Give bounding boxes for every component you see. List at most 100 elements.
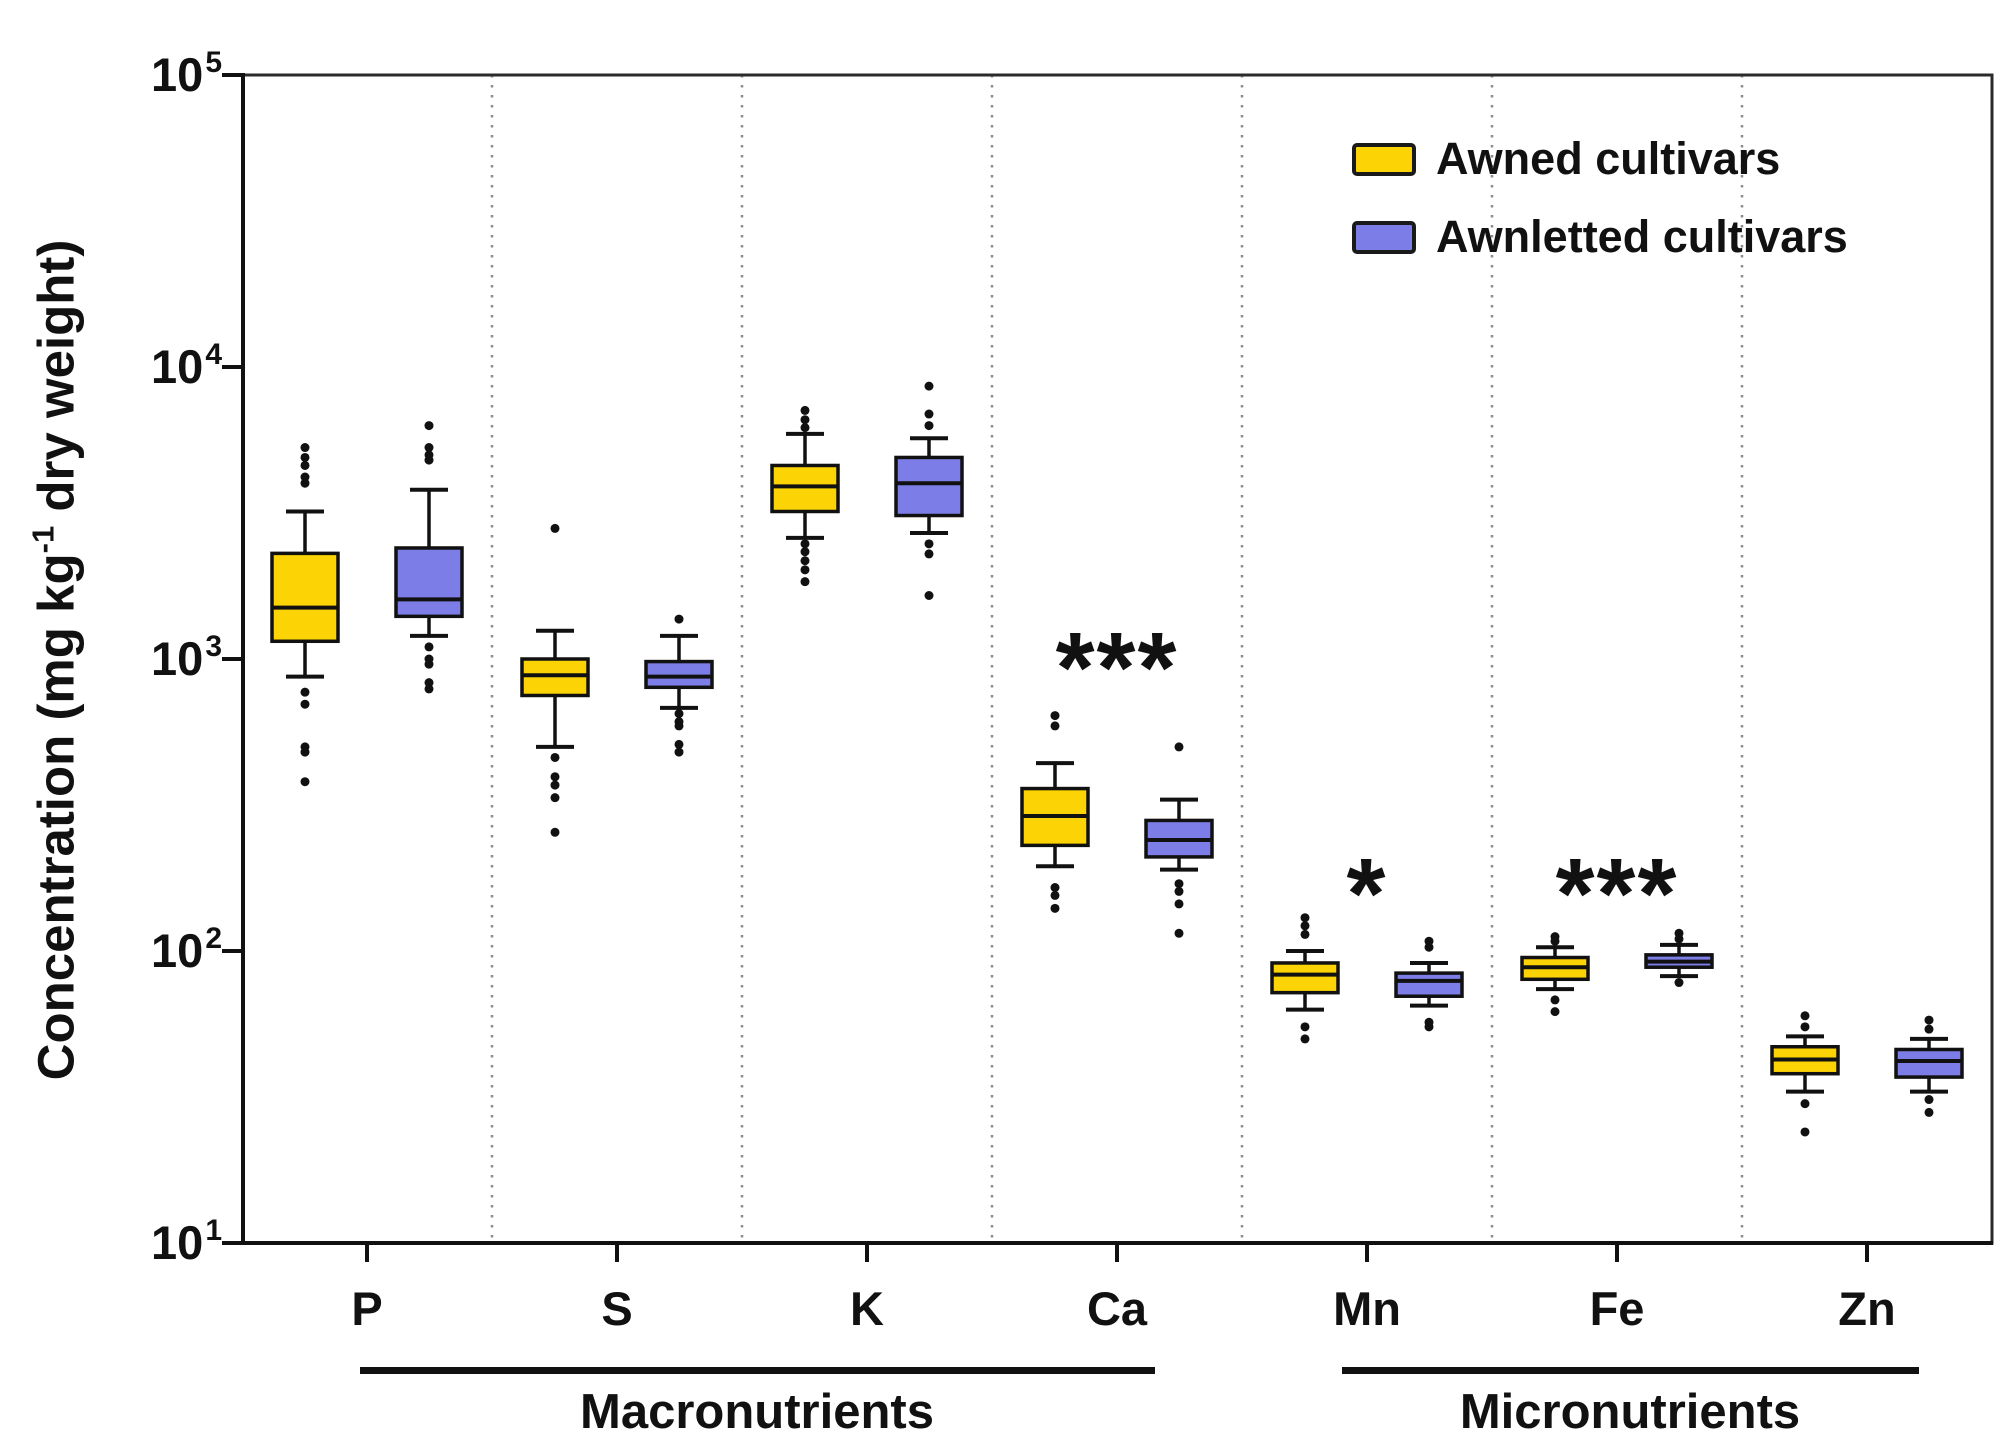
outlier-dot <box>424 443 434 453</box>
outlier-dot <box>300 699 310 709</box>
box-group-awnletted-P <box>394 421 464 694</box>
outlier-dot <box>550 780 560 790</box>
legend-row-awnletted: Awnletted cultivars <box>1352 213 1848 261</box>
outlier-dot <box>300 747 310 757</box>
x-tick-label-S: S <box>601 1282 633 1335</box>
y-tick-label-10e4: 104 <box>151 338 222 393</box>
x-tick-label-K: K <box>850 1282 884 1335</box>
iqr-box <box>1270 961 1340 995</box>
box-group-awnletted-Zn <box>1894 1015 1964 1117</box>
x-tick-label-Zn: Zn <box>1838 1282 1896 1335</box>
outlier-dot <box>300 687 310 697</box>
outlier-dot <box>1924 1095 1934 1105</box>
outlier-dot <box>1550 1007 1560 1017</box>
outlier-dot <box>1174 742 1184 752</box>
outlier-dot <box>674 709 684 719</box>
outlier-dot <box>1924 1107 1934 1117</box>
x-tick-label-Ca: Ca <box>1086 1282 1148 1335</box>
outlier-dot <box>1924 1024 1934 1034</box>
box-group-awned-Zn <box>1770 1011 1840 1137</box>
outlier-dot <box>1050 721 1060 731</box>
outlier-dot <box>1800 1099 1810 1109</box>
box-group-awned-S <box>520 523 590 837</box>
outlier-dot <box>1174 886 1184 896</box>
outlier-dot <box>800 423 810 433</box>
outlier-dot <box>1050 903 1060 913</box>
outlier-dot <box>1050 882 1060 892</box>
box-group-awnletted-Fe <box>1644 928 1714 988</box>
x-tick-label-Mn: Mn <box>1333 1282 1401 1335</box>
outlier-dot <box>800 547 810 557</box>
outlier-dot <box>550 752 560 762</box>
outlier-dot <box>1174 899 1184 909</box>
macronutrients-underline <box>360 1367 1155 1374</box>
box-group-awned-Mn <box>1270 913 1340 1044</box>
significance-Ca: *** <box>1055 611 1179 724</box>
box-group-awned-Ca <box>1020 711 1090 913</box>
outlier-dot <box>300 478 310 488</box>
outlier-dot <box>674 739 684 749</box>
outlier-dot <box>800 415 810 425</box>
outlier-dot <box>800 577 810 587</box>
section-label-micronutrients: Micronutrients <box>1459 1385 1801 1439</box>
iqr-box <box>894 455 964 518</box>
outlier-dot <box>1300 1034 1310 1044</box>
iqr-box <box>270 551 340 644</box>
outlier-dot <box>1550 936 1560 946</box>
outlier-dot <box>924 549 934 559</box>
outlier-dot <box>300 443 310 453</box>
outlier-dot <box>424 678 434 688</box>
y-tick-label-10e1: 101 <box>151 1214 222 1269</box>
box-group-awned-P <box>270 443 340 787</box>
legend-row-awned: Awned cultivars <box>1352 135 1780 183</box>
y-tick-label-10e2: 102 <box>151 922 222 977</box>
outlier-dot <box>924 590 934 600</box>
x-tick-label-P: P <box>351 1282 383 1335</box>
iqr-box <box>394 546 464 619</box>
iqr-box <box>644 659 714 690</box>
legend-label-awnletted: Awnletted cultivars <box>1436 211 1848 262</box>
outlier-dot <box>800 539 810 549</box>
outlier-dot <box>1300 929 1310 939</box>
outlier-dot <box>1424 942 1434 952</box>
outlier-dot <box>424 684 434 694</box>
outlier-dot <box>924 381 934 391</box>
outlier-dot <box>674 721 684 731</box>
box-group-awned-K <box>770 405 840 587</box>
y-tick-label-10e3: 103 <box>151 630 222 685</box>
outlier-dot <box>300 777 310 787</box>
outlier-dot <box>300 452 310 462</box>
outlier-dot <box>674 747 684 757</box>
outlier-dot <box>300 472 310 482</box>
legend-swatch-awned <box>1352 142 1416 176</box>
section-label-macronutrients: Macronutrients <box>580 1385 934 1439</box>
box-group-awnletted-K <box>894 381 964 600</box>
outlier-dot <box>800 405 810 415</box>
outlier-dot <box>1800 1022 1810 1032</box>
outlier-dot <box>1800 1127 1810 1137</box>
outlier-dot <box>924 409 934 419</box>
outlier-dot <box>1300 913 1310 923</box>
y-axis-title-superscript: -1 <box>25 525 61 554</box>
outlier-dot <box>550 827 560 837</box>
box-group-awnletted-Ca <box>1144 742 1214 938</box>
outlier-dot <box>300 460 310 470</box>
y-tick-label-10e5: 105 <box>151 46 222 101</box>
iqr-box <box>1894 1047 1964 1079</box>
iqr-box <box>520 657 590 698</box>
outlier-dot <box>1050 711 1060 721</box>
outlier-dot <box>800 556 810 566</box>
outlier-dot <box>1300 1022 1310 1032</box>
micronutrients-underline <box>1342 1367 1919 1374</box>
outlier-dot <box>424 455 434 465</box>
iqr-box <box>1394 971 1464 998</box>
outlier-dot <box>550 793 560 803</box>
significance-Fe: *** <box>1555 837 1679 950</box>
x-tick-label-Fe: Fe <box>1589 1282 1645 1335</box>
outlier-dot <box>1174 879 1184 889</box>
outlier-dot <box>550 772 560 782</box>
legend-swatch-awnletted <box>1352 220 1416 254</box>
outlier-dot <box>1050 890 1060 900</box>
outlier-dot <box>1424 1022 1434 1032</box>
